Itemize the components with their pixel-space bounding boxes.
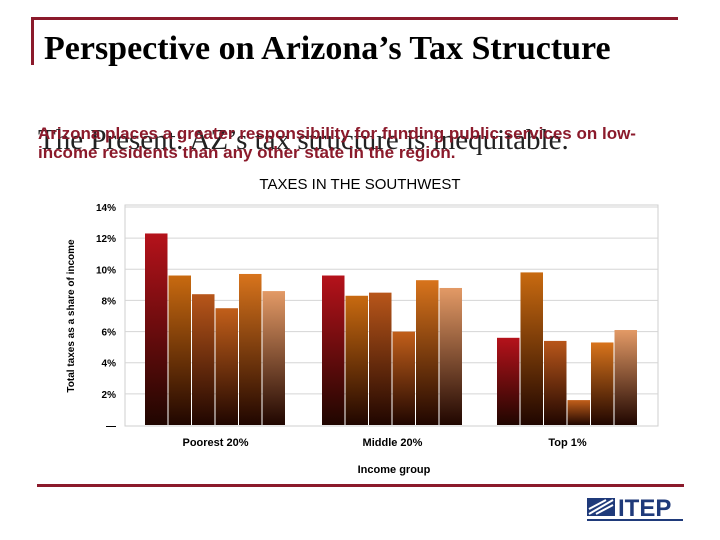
bar-3-1 [497,337,520,425]
y-tick-label: 10% [96,265,116,276]
y-tick-label: 14% [96,203,116,214]
y-tick-label: 2% [102,390,117,401]
bar-2-2 [345,295,368,425]
x-tick-label: Middle 20% [363,437,423,449]
bar-1-3 [192,294,215,425]
bar-1-4 [215,308,238,425]
slide-title: Perspective on Arizona’s Tax Structure [44,30,611,67]
bar-3-5 [591,342,614,425]
x-tick-label: Poorest 20% [182,437,248,449]
bar-2-3 [369,292,392,425]
chart-heading: TAXES IN THE SOUTHWEST [259,176,461,193]
slide-subtitle: Arizona places a greater responsibility … [38,124,636,162]
y-tick-label: 6% [102,328,117,339]
itep-logo: ITEP [587,495,683,522]
y-tick-label: 12% [96,234,116,245]
bar-1-6 [262,291,285,425]
bar-1-1 [145,233,168,425]
frame-left-line [31,17,34,65]
x-axis-label: Income group [358,464,431,476]
bar-1-5 [239,273,262,425]
bar-3-6 [614,330,637,425]
y-tick-label: 4% [102,359,117,370]
bar-3-3 [544,340,567,425]
bar-2-6 [439,287,462,425]
y-axis-label: Total taxes as a share of income [66,239,77,393]
frame-top-line [33,17,678,20]
frame-bottom-line [37,484,684,487]
bar-3-4 [567,400,590,425]
y-tick-label: 8% [102,296,117,307]
x-tick-label: Top 1% [548,437,587,449]
background-statement: The Present: AZ’s tax structure is inequ… [38,124,569,156]
bar-2-4 [392,331,415,425]
itep-emblem-icon [587,498,615,516]
bar-2-1 [322,275,345,425]
bar-3-2 [520,272,543,425]
logo-text: ITEP [618,495,671,522]
bar-1-2 [168,275,191,425]
y-tick-label: — [106,421,116,432]
bar-2-5 [416,280,439,425]
